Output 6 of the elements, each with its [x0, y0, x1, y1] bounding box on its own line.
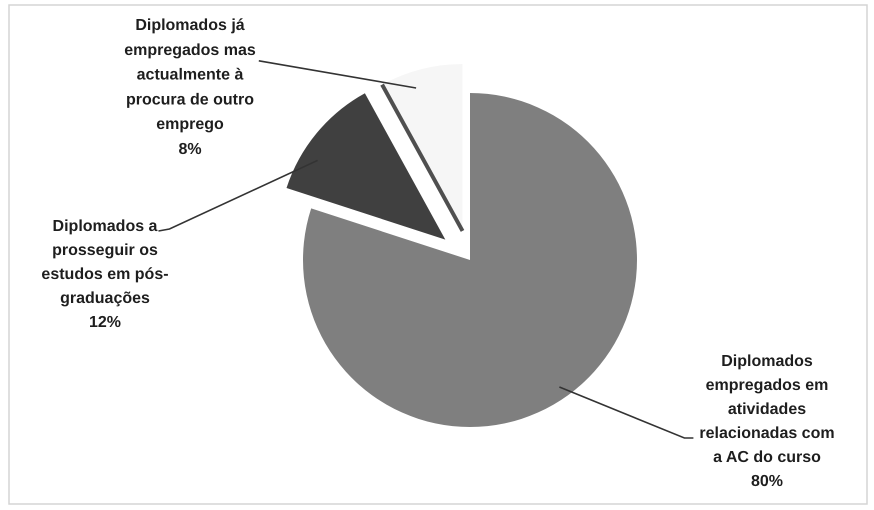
data-label: 8%	[178, 140, 202, 158]
data-label: 80%	[750, 472, 784, 490]
data-label: 12%	[88, 314, 122, 330]
slice-label: Diplomados a prosseguir os estudos em pós-graduações	[41, 218, 169, 306]
slice-label: Diplomados já empregados mas actualmente à procura de outro emprego	[124, 16, 256, 133]
slice-label: Diplomados empregados em atividades relacionadas com a AC do curso	[699, 352, 835, 466]
